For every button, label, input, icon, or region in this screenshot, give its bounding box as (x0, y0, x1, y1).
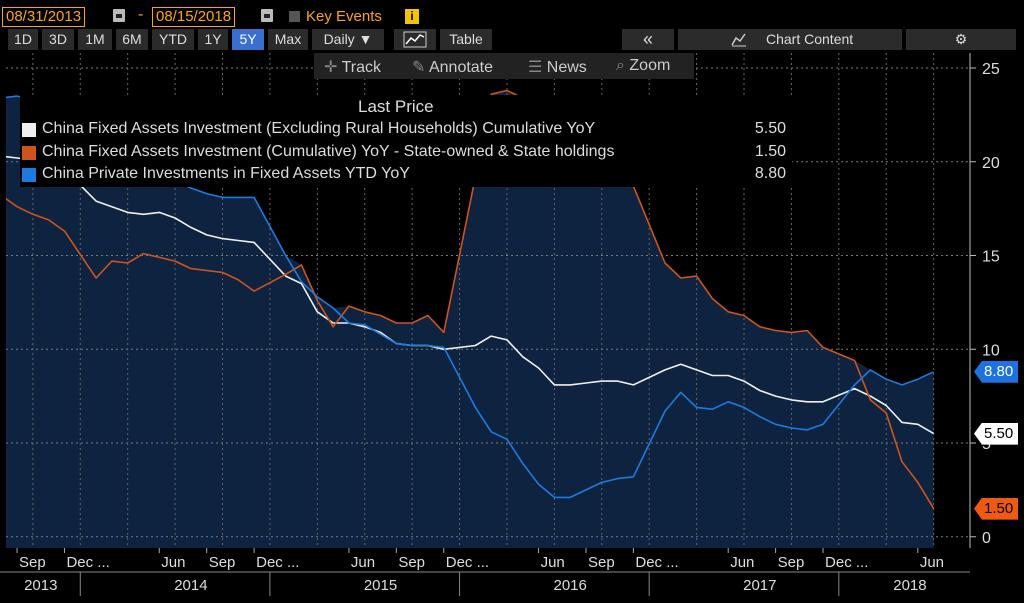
legend-entry-orange[interactable]: China Fixed Assets Investment (Cumulativ… (20, 143, 792, 163)
legend-series-name: China Fixed Assets Investment (Cumulativ… (42, 143, 615, 160)
last-value-tag-orange: 1.50 (974, 497, 1019, 520)
annotate-tool[interactable]: ✎ Annotate (412, 57, 493, 77)
last-value-tag-white: 5.50 (974, 422, 1019, 445)
period-1d-button[interactable]: 1D (8, 29, 38, 50)
x-tick-month-label: Sep (19, 554, 46, 571)
y-tick-label: 25 (982, 61, 1000, 78)
x-tick-year-label: 2017 (743, 577, 776, 594)
y-tick-label: 0 (982, 530, 991, 547)
period-6m-button[interactable]: 6M (116, 29, 148, 50)
x-tick-month-label: Dec ... (446, 554, 489, 571)
chart-content-button[interactable]: Chart Content (678, 29, 902, 50)
key-events-checkbox[interactable] (289, 11, 300, 22)
x-tick-month-label: Jun (541, 554, 565, 571)
x-tick-month-label: Jun (351, 554, 375, 571)
annotate-label: Annotate (428, 59, 494, 76)
x-tick-month-label: Sep (778, 554, 805, 571)
legend-swatch (22, 123, 36, 137)
legend-last-value: 5.50 (754, 120, 786, 137)
x-tick-year-label: 2016 (553, 577, 586, 594)
x-tick-month-label: Dec ... (635, 554, 678, 571)
legend-swatch (22, 168, 36, 182)
series-area-fill (6, 90, 934, 548)
period-1m-button[interactable]: 1M (78, 29, 112, 50)
start-date-field[interactable]: 08/31/2013 (2, 7, 86, 27)
y-tick-label: 15 (982, 249, 1000, 266)
frequency-dropdown[interactable]: Daily ▼ (312, 29, 384, 50)
x-tick-month-label: Sep (209, 554, 236, 571)
end-calendar-icon[interactable] (261, 9, 273, 22)
x-tick-month-label: Jun (730, 554, 754, 571)
news-label: News (546, 59, 587, 76)
series-line-white[interactable] (1, 155, 935, 435)
date-range-bar: 08/31/2013 - 08/15/2018 Key Events i (0, 0, 1024, 28)
collapse-button[interactable]: « (622, 29, 674, 50)
period-3d-button[interactable]: 3D (42, 29, 74, 50)
x-tick-month-label: Dec ... (825, 554, 868, 571)
x-tick-month-label: Jun (920, 554, 944, 571)
x-tick-month-label: Dec ... (66, 554, 109, 571)
legend-swatch (22, 146, 36, 160)
x-tick-month-label: Jun (161, 554, 185, 571)
chart-content-label: Chart Content (766, 31, 854, 47)
zoom-label: Zoom (629, 57, 671, 74)
x-tick-year-label: 2015 (364, 577, 397, 594)
track-tool[interactable]: ✛ Track (324, 57, 381, 77)
period-max-button[interactable]: Max (268, 29, 308, 50)
y-tick-label: 20 (982, 155, 1000, 172)
news-tool[interactable]: ☰ News (528, 57, 587, 77)
settings-gear-icon[interactable]: ⚙ (906, 29, 1016, 50)
last-value-tag-blue: 8.80 (974, 360, 1019, 383)
pencil-icon: ✎ (412, 59, 429, 76)
info-icon[interactable]: i (405, 9, 419, 24)
period-5y-button[interactable]: 5Y (232, 29, 264, 50)
x-tick-month-label: Sep (588, 554, 615, 571)
period-ytd-button[interactable]: YTD (152, 29, 194, 50)
legend-series-name: China Private Investments in Fixed Asset… (42, 165, 410, 182)
x-tick-month-label: Dec ... (256, 554, 299, 571)
table-button[interactable]: Table (440, 29, 492, 50)
chart-content-icon (730, 29, 748, 54)
x-tick-year-label: 2018 (893, 577, 926, 594)
line-chart-icon[interactable] (394, 29, 436, 50)
legend-title: Last Price (358, 97, 434, 116)
legend-entry-white[interactable]: China Fixed Assets Investment (Excluding… (20, 120, 792, 140)
legend: Last Price China Fixed Assets Investment… (20, 95, 792, 187)
y-tick-label: 10 (982, 342, 1000, 359)
magnifier-icon: ⌕ (616, 57, 630, 74)
legend-last-value: 1.50 (754, 143, 786, 160)
zoom-tool[interactable]: ⌕ Zoom (616, 57, 670, 75)
date-separator: - (138, 6, 144, 23)
track-label: Track (341, 59, 381, 76)
start-calendar-icon[interactable] (113, 9, 125, 22)
legend-entry-blue[interactable]: China Private Investments in Fixed Asset… (20, 165, 792, 185)
x-tick-year-label: 2013 (24, 577, 57, 594)
period-toolbar: 1D 3D 1M 6M YTD 1Y 5Y Max Daily ▼ Table … (0, 29, 1024, 50)
crosshair-icon: ✛ (324, 59, 342, 76)
period-1y-button[interactable]: 1Y (198, 29, 228, 50)
legend-series-name: China Fixed Assets Investment (Excluding… (42, 120, 596, 137)
x-axis: Sep Dec ... Jun Sep Dec ... Jun Sep Dec ... Jun S… (0, 548, 970, 596)
legend-last-value: 8.80 (754, 165, 786, 182)
chart-tools-bar: ✛ Track ✎ Annotate ☰ News ⌕ Zoom (314, 53, 694, 79)
x-tick-year-label: 2014 (174, 577, 207, 594)
key-events-label: Key Events (306, 8, 382, 25)
x-tick-month-label: Sep (398, 554, 425, 571)
news-icon: ☰ (528, 59, 547, 76)
end-date-field[interactable]: 08/15/2018 (152, 7, 236, 27)
